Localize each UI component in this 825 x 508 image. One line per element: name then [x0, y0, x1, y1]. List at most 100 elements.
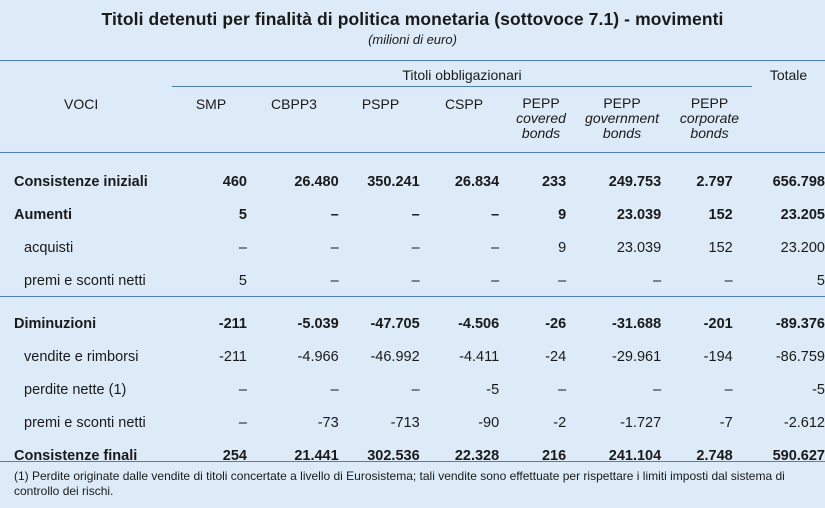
- cell-cspp: –: [491, 239, 500, 256]
- cell-smp: –: [238, 381, 247, 398]
- cell-cbpp3: 21.441: [294, 447, 339, 464]
- data-table: Consistenze iniziali 460 26.480 350.241 26.8…: [0, 165, 825, 472]
- header-col-pepp-government-sub2: bonds: [602, 125, 642, 141]
- cell-totale: 23.205: [780, 206, 825, 223]
- cell-pepp-corporate: 152: [708, 206, 733, 223]
- cell-pspp: 350.241: [367, 173, 420, 190]
- rule-bottom: [0, 461, 825, 462]
- cell-totale: -5: [812, 381, 825, 398]
- cell-pepp-government: -1.727: [620, 414, 662, 431]
- cell-pepp-government: 23.039: [616, 239, 662, 256]
- cell-totale: -86.759: [775, 348, 825, 365]
- cell-smp: -211: [219, 348, 247, 365]
- cell-pepp-covered: -24: [545, 348, 567, 365]
- row-label: Diminuzioni: [14, 315, 97, 332]
- header-col-cspp: CSPP: [444, 96, 484, 112]
- cell-smp: 460: [222, 173, 247, 190]
- header-col-pepp-covered-sub1: covered: [516, 110, 566, 126]
- table-row: premi e sconti netti – -73 -713 -90 -2 -1.727 -…: [0, 406, 825, 439]
- cell-smp: 5: [238, 206, 247, 223]
- rule-middle: [0, 296, 825, 297]
- footnote: (1) Perdite originate dalle vendite di t…: [14, 469, 785, 498]
- row-label: vendite e rimborsi: [24, 348, 139, 365]
- rule-group: [172, 86, 752, 87]
- cell-pepp-corporate: -194: [703, 348, 733, 365]
- header-col-pepp-government-sub1: government: [585, 110, 659, 126]
- cell-pspp: –: [411, 381, 420, 398]
- header-totale: Totale: [769, 67, 808, 83]
- cell-pspp: –: [411, 272, 420, 289]
- header-col-pepp-corporate-sub1: corporate: [679, 110, 740, 126]
- table-row: vendite e rimborsi -211 -4.966 -46.992 -4.41…: [0, 340, 825, 373]
- header-col-pepp-government: PEPP government bonds: [577, 96, 667, 141]
- title-area: Titoli detenuti per finalità di politica…: [0, 0, 825, 58]
- cell-cbpp3: –: [330, 239, 339, 256]
- header-col-pepp-covered-top: PEPP: [522, 95, 560, 111]
- table-row: acquisti – – – – 9 23.039 152 23.200: [0, 231, 825, 264]
- header-voci: VOCI: [64, 96, 99, 112]
- table-title: Titoli detenuti per finalità di politica…: [101, 9, 724, 29]
- cell-cspp: -5: [486, 381, 500, 398]
- cell-cspp: -4.506: [458, 315, 500, 332]
- cell-pepp-government: -29.961: [612, 348, 662, 365]
- cell-pspp: –: [411, 239, 420, 256]
- cell-cspp: –: [491, 272, 500, 289]
- table-row: perdite nette (1) – – – -5 – – – -5: [0, 373, 825, 406]
- cell-totale: -2.612: [783, 414, 825, 431]
- cell-pspp: -47.705: [370, 315, 420, 332]
- cell-cspp: 26.834: [454, 173, 500, 190]
- cell-cbpp3: –: [330, 381, 339, 398]
- row-label: premi e sconti netti: [24, 272, 146, 289]
- cell-cbpp3: -4.966: [297, 348, 339, 365]
- table-row: Aumenti 5 – – – 9 23.039 152 23.205: [0, 198, 825, 231]
- cell-cbpp3: 26.480: [294, 173, 339, 190]
- cell-cbpp3: -73: [317, 414, 339, 431]
- header-col-pepp-covered: PEPP covered bonds: [505, 96, 577, 141]
- cell-pspp: –: [411, 206, 420, 223]
- header-group: Titoli obbligazionari: [402, 67, 522, 83]
- cell-pepp-government: –: [653, 381, 662, 398]
- cell-cspp: -90: [478, 414, 500, 431]
- header-col-smp: SMP: [195, 96, 227, 112]
- cell-cspp: -4.411: [459, 348, 500, 365]
- header-col-pepp-government-top: PEPP: [603, 95, 641, 111]
- header-col-pspp: PSPP: [361, 96, 400, 112]
- cell-pepp-corporate: –: [724, 272, 733, 289]
- cell-pepp-corporate: –: [724, 381, 733, 398]
- cell-cbpp3: -5.039: [297, 315, 339, 332]
- cell-cspp: 22.328: [454, 447, 500, 464]
- cell-pepp-government: -31.688: [612, 315, 662, 332]
- header-col-pepp-corporate-sub2: bonds: [690, 125, 729, 141]
- cell-pspp: 302.536: [367, 447, 420, 464]
- cell-smp: –: [238, 414, 247, 431]
- cell-totale: -89.376: [775, 315, 825, 332]
- cell-pepp-government: 241.104: [608, 447, 662, 464]
- header-col-pepp-corporate: PEPP corporate bonds: [667, 96, 752, 141]
- cell-cbpp3: –: [330, 206, 339, 223]
- cell-pepp-covered: 233: [541, 173, 567, 190]
- row-label: acquisti: [24, 239, 74, 256]
- cell-smp: 5: [238, 272, 247, 289]
- row-label: perdite nette (1): [24, 381, 127, 398]
- table-row: Consistenze finali 254 21.441 302.536 22.328…: [0, 439, 825, 472]
- cell-totale: 656.798: [772, 173, 825, 190]
- row-label: Aumenti: [14, 206, 72, 223]
- header-col-cbpp3: CBPP3: [271, 96, 317, 112]
- cell-totale: 590.627: [772, 447, 825, 464]
- row-spacer: [0, 297, 825, 307]
- rule-top: [0, 60, 825, 61]
- row-label: premi e sconti netti: [24, 414, 146, 431]
- cell-cbpp3: –: [330, 272, 339, 289]
- table-row: Consistenze iniziali 460 26.480 350.241 26.8…: [0, 165, 825, 198]
- cell-pepp-covered: 216: [541, 447, 567, 464]
- table-row: Diminuzioni -211 -5.039 -47.705 -4.506 -26 -31…: [0, 307, 825, 340]
- cell-pspp: -46.992: [370, 348, 420, 365]
- cell-smp: –: [238, 239, 247, 256]
- cell-pepp-covered: –: [558, 272, 567, 289]
- cell-pepp-government: –: [653, 272, 662, 289]
- cell-pepp-corporate: 2.797: [696, 173, 733, 190]
- row-label: Consistenze iniziali: [14, 173, 148, 190]
- cell-pepp-covered: -26: [545, 315, 567, 332]
- cell-pepp-government: 249.753: [608, 173, 662, 190]
- header-col-pepp-corporate-top: PEPP: [690, 95, 729, 111]
